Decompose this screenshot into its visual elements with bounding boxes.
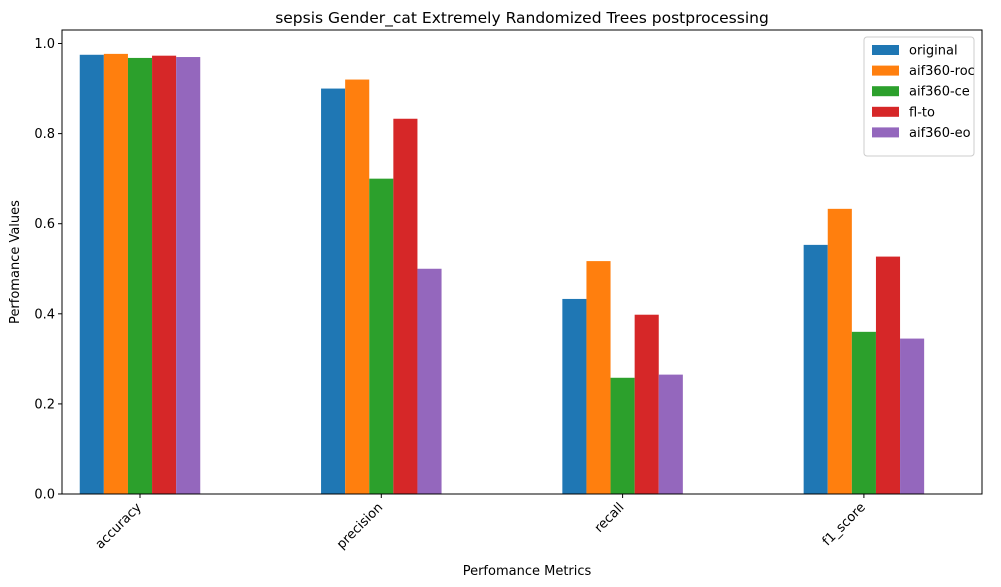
y-tick-label: 0.8 xyxy=(34,127,55,142)
bar-aif360-eo-accuracy xyxy=(176,57,201,494)
bar-aif360-roc-accuracy xyxy=(103,53,128,494)
bar-aif360-ce-accuracy xyxy=(127,57,153,495)
x-tick-label: recall xyxy=(592,500,628,536)
y-axis: 0.0 0.2 0.4 0.6 0.8 1.0 xyxy=(34,37,62,503)
bar-aif360-eo-f1_score xyxy=(900,338,925,494)
legend-label: aif360-eo xyxy=(909,126,971,141)
x-tick-label: accuracy xyxy=(93,500,145,552)
x-axis: accuracy precision recall f1_score xyxy=(93,494,869,552)
y-axis-label: Perfomance Values xyxy=(8,200,23,324)
legend-label: original xyxy=(909,44,958,59)
plot-frame xyxy=(61,29,983,495)
x-axis-label: Perfomance Metrics xyxy=(463,564,592,579)
legend-label: aif360-ce xyxy=(909,85,970,100)
legend-swatch xyxy=(872,127,899,138)
bar-aif360-ce-precision xyxy=(369,178,394,494)
x-tick-label: precision xyxy=(334,500,386,552)
bar-original-recall xyxy=(562,298,587,494)
y-tick-label: 0.6 xyxy=(34,217,55,232)
legend-swatch xyxy=(872,106,899,117)
bar-original-f1_score xyxy=(803,244,828,494)
chart-title: sepsis Gender_cat Extremely Randomized T… xyxy=(275,9,769,28)
bar-aif360-roc-precision xyxy=(345,79,370,495)
bar-aif360-eo-precision xyxy=(417,268,442,494)
bar-aif360-roc-recall xyxy=(586,261,611,494)
bar-original-accuracy xyxy=(79,54,104,494)
bar-fl-to-accuracy xyxy=(152,55,177,495)
legend-swatch xyxy=(872,45,899,55)
y-tick-label: 0.2 xyxy=(34,397,55,412)
bar-aif360-ce-f1_score xyxy=(851,331,876,494)
bar-aif360-ce-recall xyxy=(610,377,635,494)
y-tick-label: 1.0 xyxy=(34,37,55,52)
bar-fl-to-f1_score xyxy=(875,256,901,494)
x-tick-label: f1_score xyxy=(820,500,869,549)
legend-swatch xyxy=(872,65,899,76)
bar-fl-to-recall xyxy=(634,314,659,494)
legend-label: fl-to xyxy=(909,105,935,120)
bar-aif360-eo-recall xyxy=(658,374,683,494)
bar-fl-to-precision xyxy=(393,118,418,494)
y-tick-label: 0.0 xyxy=(34,488,55,503)
bars-group xyxy=(79,53,925,495)
bar-original-precision xyxy=(321,88,346,494)
legend-label: aif360-roc xyxy=(909,64,975,79)
bar-aif360-roc-f1_score xyxy=(827,208,852,494)
legend: original aif360-roc aif360-ce fl-to aif360-e… xyxy=(863,36,975,157)
legend-swatch xyxy=(872,86,899,97)
y-tick-label: 0.4 xyxy=(34,307,55,322)
